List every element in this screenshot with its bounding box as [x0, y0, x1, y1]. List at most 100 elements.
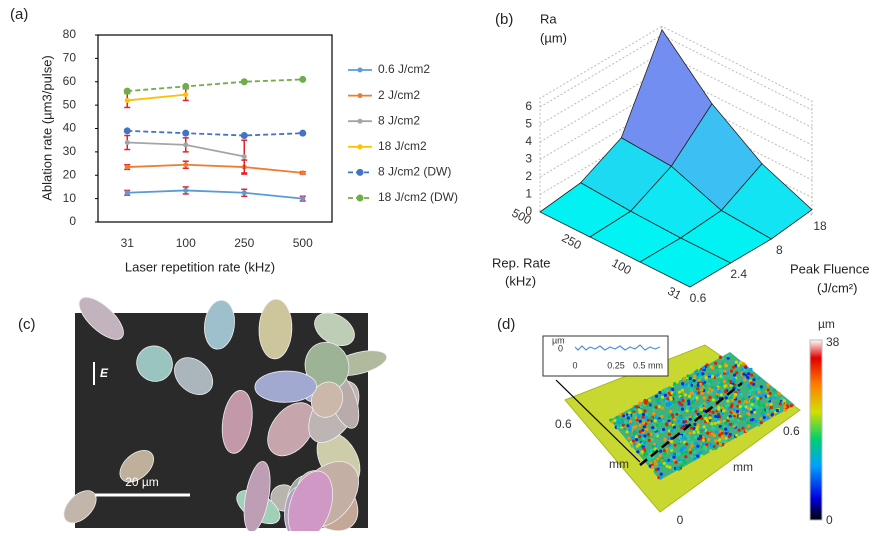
topo-speck — [662, 420, 666, 424]
y-tick-label: 10 — [63, 191, 77, 205]
topo-speck — [742, 362, 746, 366]
sem-grain — [287, 470, 333, 536]
topo-speck — [675, 466, 679, 470]
topo-speck — [689, 388, 693, 392]
topo-speck — [633, 442, 637, 446]
topo-speck — [738, 405, 742, 409]
topo-speck — [687, 399, 691, 403]
topo-speck — [712, 434, 716, 438]
topo-speck — [644, 452, 648, 456]
topo-speck — [727, 434, 732, 438]
topo-speck — [696, 454, 700, 458]
marker — [182, 129, 190, 137]
topo-speck — [766, 397, 770, 401]
topo-speck — [789, 404, 794, 408]
topo-speck — [750, 403, 754, 407]
topo-speck — [649, 416, 653, 421]
topo-speck — [718, 438, 722, 442]
topo-speck — [690, 383, 694, 387]
series-line — [127, 129, 303, 137]
topo-speck — [783, 408, 787, 412]
x-tick-label: 500 — [293, 236, 313, 250]
z-axis-title: (µm) — [540, 30, 567, 45]
inset-arrow — [555, 379, 641, 463]
topo-speck — [692, 430, 696, 435]
marker — [183, 187, 189, 193]
topo-speck — [638, 419, 642, 423]
topo-speck — [729, 383, 733, 388]
topo-speck — [630, 444, 634, 448]
topo-speck — [756, 396, 760, 400]
topo-speck — [649, 461, 653, 465]
topo-speck — [644, 422, 648, 426]
topo-speck — [751, 417, 755, 422]
topo-speck — [677, 452, 681, 456]
topo-speck — [768, 391, 772, 396]
topo-speck — [739, 392, 743, 396]
y-axis-title: Rep. Rate — [492, 255, 551, 270]
topo-speck — [714, 361, 718, 365]
topo-speck — [626, 424, 630, 428]
topo-speck — [622, 414, 626, 418]
topo-speck — [757, 376, 761, 381]
topo-speck — [685, 416, 689, 420]
topo-speck — [720, 436, 725, 440]
series-line — [127, 163, 303, 174]
topo-speck — [655, 468, 659, 472]
topo-speck — [737, 400, 742, 404]
topo-speck — [697, 378, 702, 382]
topo-speck — [709, 391, 713, 395]
topo-speck — [655, 423, 659, 428]
topo-speck — [689, 381, 693, 385]
legend-label: 8 J/cm2 (DW) — [378, 165, 451, 179]
topo-speck — [724, 396, 728, 400]
topo-speck — [635, 438, 639, 442]
topo-speck — [636, 450, 640, 454]
topo-speck — [689, 406, 693, 411]
topo-speck — [705, 363, 709, 367]
topo-speck — [718, 355, 723, 359]
topo-speck — [755, 405, 760, 410]
topo-speck — [627, 428, 632, 433]
topo-speck — [690, 426, 694, 430]
topo-speck — [640, 450, 644, 454]
topo-speck — [631, 435, 635, 439]
topo-speck — [699, 434, 703, 438]
topo-speck — [738, 414, 742, 418]
topo-speck — [733, 373, 737, 377]
topo-speck — [726, 378, 730, 382]
marker — [241, 154, 247, 160]
y-tick-label: 50 — [63, 97, 77, 111]
topo-speck — [660, 395, 665, 399]
topo-speck — [638, 401, 642, 405]
inset-x-tick: 0.5 mm — [633, 360, 663, 370]
topo-speck — [626, 416, 631, 420]
topo-speck — [703, 384, 707, 388]
topo-speck — [701, 442, 706, 446]
bottom-tick: 0 — [677, 513, 684, 527]
inset-profile — [574, 344, 661, 351]
topo-speck — [721, 362, 725, 366]
topo-speck — [665, 447, 669, 451]
topo-speck — [641, 415, 645, 419]
topo-speck — [706, 390, 710, 394]
topo-speck — [693, 422, 697, 426]
y-tick-label: 80 — [63, 27, 77, 41]
plot-frame — [97, 34, 333, 223]
right-tick: 0.6 — [783, 424, 800, 438]
series-line — [127, 78, 303, 92]
y-tick-label: 20 — [63, 167, 77, 181]
profile-line — [639, 382, 743, 466]
topo-speck — [735, 371, 739, 375]
topo-speck — [729, 380, 733, 384]
topo-speck — [691, 408, 696, 412]
topo-speck — [675, 412, 679, 416]
topo-speck — [687, 402, 691, 406]
topo-speck — [649, 449, 653, 453]
topo-speck — [777, 391, 781, 396]
topo-speck — [765, 403, 769, 407]
topo-speck — [697, 373, 701, 377]
marker — [182, 82, 190, 90]
topo-speck — [728, 422, 733, 426]
